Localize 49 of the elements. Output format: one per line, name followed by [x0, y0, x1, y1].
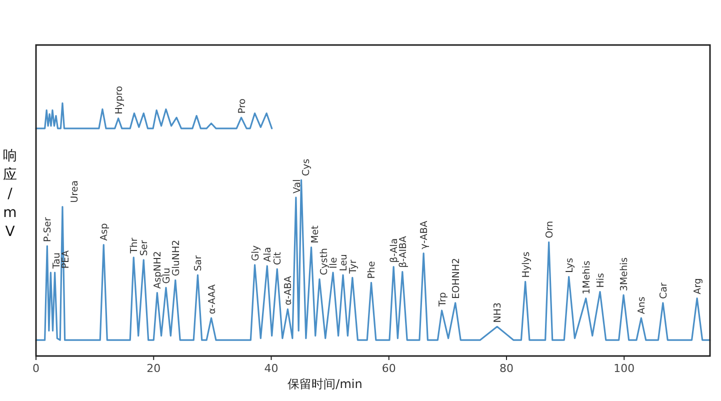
annotation: Ans [636, 296, 648, 314]
annotation: Lys [564, 258, 576, 273]
annotation: Car [658, 282, 670, 299]
y-axis-title: 响应/mV [3, 148, 17, 240]
annotation: Cys [301, 158, 312, 176]
annotation: Asp [99, 223, 110, 241]
annotation: Urea [70, 180, 81, 203]
x-tick-label: 80 [500, 362, 514, 375]
annotation: α-ABA [283, 275, 294, 306]
annotation: His [596, 273, 606, 288]
annotation: γ-ABA [419, 220, 430, 250]
annotation: Cit [272, 252, 284, 265]
annotation: 3Mehis [619, 257, 630, 292]
x-tick-label: 0 [32, 362, 40, 375]
annotation: Ile [328, 257, 340, 269]
annotation: P-Ser [42, 217, 54, 242]
annotation: Tau [52, 252, 63, 270]
annotation: GluNH2 [170, 240, 182, 276]
annotation: EOHNH2 [450, 258, 462, 299]
annotation: PEA [60, 250, 72, 269]
annotation: Phe [366, 260, 378, 279]
annotation: Tyr [348, 260, 359, 275]
annotation: Val [292, 179, 304, 194]
annotation: Sar [193, 255, 204, 272]
annotation: Met [310, 225, 322, 244]
annotation: Hypro [114, 86, 125, 114]
annotation: Cysth [319, 248, 330, 276]
annotation: 1Mehis [581, 260, 592, 294]
annotation: Trp [437, 292, 448, 308]
annotation: NH3 [492, 302, 504, 323]
annotation: β-Ala [389, 238, 400, 263]
annotation: β-AIBA [398, 235, 410, 268]
x-tick-label: 60 [382, 362, 396, 375]
annotation: AspNH2 [152, 251, 164, 289]
x-axis-title: 保留时间/min [288, 377, 362, 391]
x-tick-label: 100 [614, 362, 635, 375]
x-tick-label: 40 [264, 362, 278, 375]
annotation: Thr [129, 238, 140, 254]
annotation: Gly [250, 245, 262, 261]
x-tick-label: 20 [146, 362, 161, 375]
annotation: Ala [262, 247, 274, 262]
annotation: Arg [692, 278, 704, 294]
annotation: Orn [544, 220, 556, 238]
annotation: Glu [162, 268, 173, 284]
annotation: Leu [338, 254, 350, 272]
annotation: Ser [139, 240, 150, 256]
annotation: Hylys [520, 252, 532, 278]
annotation: α-AAA [206, 284, 218, 314]
annotation: Pro [236, 98, 248, 114]
